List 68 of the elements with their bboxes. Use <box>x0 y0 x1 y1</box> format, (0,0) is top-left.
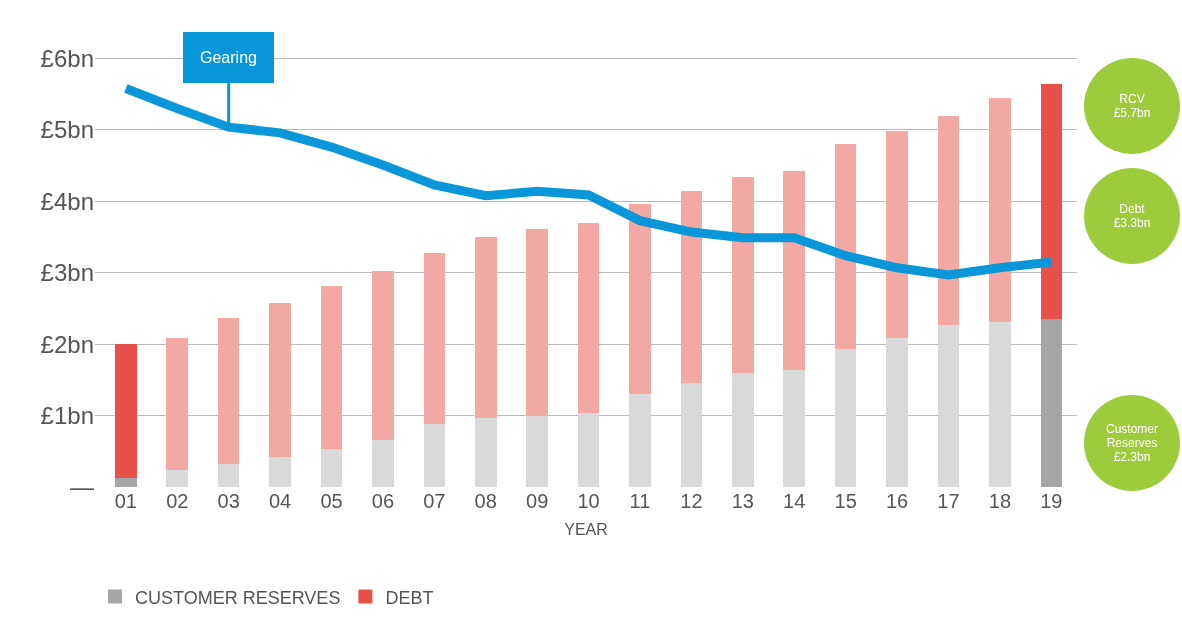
x-tick-label: 19 <box>1040 490 1063 512</box>
x-tick-label: 13 <box>731 490 754 512</box>
x-axis-title: YEAR <box>564 520 608 538</box>
x-tick-label: 14 <box>783 490 806 512</box>
bar <box>269 457 291 487</box>
bar <box>937 115 960 325</box>
bar <box>783 170 806 370</box>
bar <box>989 322 1011 487</box>
bar <box>886 130 908 338</box>
x-tick-label: 03 <box>217 490 240 512</box>
legend-label: CUSTOMER RESERVES <box>135 587 341 608</box>
x-tick-label: 06 <box>371 490 395 512</box>
bar <box>577 412 600 487</box>
bar <box>1040 83 1063 320</box>
x-tick-label: 04 <box>268 490 292 512</box>
bar <box>115 478 137 487</box>
bar <box>629 204 651 395</box>
text: Gearing <box>200 49 257 66</box>
x-tick-label: 08 <box>474 490 497 512</box>
bar <box>577 222 600 413</box>
bar <box>269 303 291 458</box>
bar <box>320 449 343 487</box>
x-tick-label: 01 <box>114 490 137 512</box>
y-tick-label: £4bn <box>40 187 94 215</box>
y-tick-label: £6bn <box>40 44 94 72</box>
bar <box>474 237 497 419</box>
x-tick-label: 17 <box>937 490 960 512</box>
bar <box>680 382 703 487</box>
bar <box>629 394 651 487</box>
bar <box>320 286 343 450</box>
bar <box>937 324 960 487</box>
y-tick-label: — <box>70 473 94 501</box>
x-tick-label: 15 <box>834 490 857 512</box>
bar <box>680 190 703 383</box>
x-tick-label: 18 <box>988 490 1012 512</box>
bar <box>423 252 446 425</box>
x-tick-label: 10 <box>577 490 600 512</box>
x-tick-label: 02 <box>166 490 189 512</box>
bar <box>423 424 446 487</box>
bar <box>989 97 1011 323</box>
bar <box>886 337 908 487</box>
x-tick-label: 11 <box>629 490 651 512</box>
bar <box>783 369 806 487</box>
bar <box>834 143 857 350</box>
x-tick-label: 09 <box>526 490 549 512</box>
bar <box>526 228 548 416</box>
x-tick-label: 05 <box>320 490 343 512</box>
bar <box>166 469 189 487</box>
bar <box>372 439 394 487</box>
y-tick-label: £2bn <box>40 330 94 358</box>
bar <box>474 418 497 487</box>
bar <box>115 344 137 479</box>
y-tick-label: £5bn <box>40 116 94 144</box>
bar <box>732 177 754 374</box>
bar <box>1040 319 1063 487</box>
legend-label: DEBT <box>385 587 434 608</box>
y-tick-label: £3bn <box>40 259 94 287</box>
x-tick-label: 12 <box>680 490 703 512</box>
y-tick-label: £1bn <box>40 401 94 429</box>
bar <box>834 349 857 487</box>
bar <box>526 415 548 487</box>
bar <box>732 373 754 487</box>
x-tick-label: 16 <box>885 490 909 512</box>
bar <box>372 270 394 440</box>
bar <box>166 337 189 470</box>
bar <box>217 318 240 465</box>
x-tick-label: 07 <box>423 490 446 512</box>
bar <box>217 464 240 487</box>
